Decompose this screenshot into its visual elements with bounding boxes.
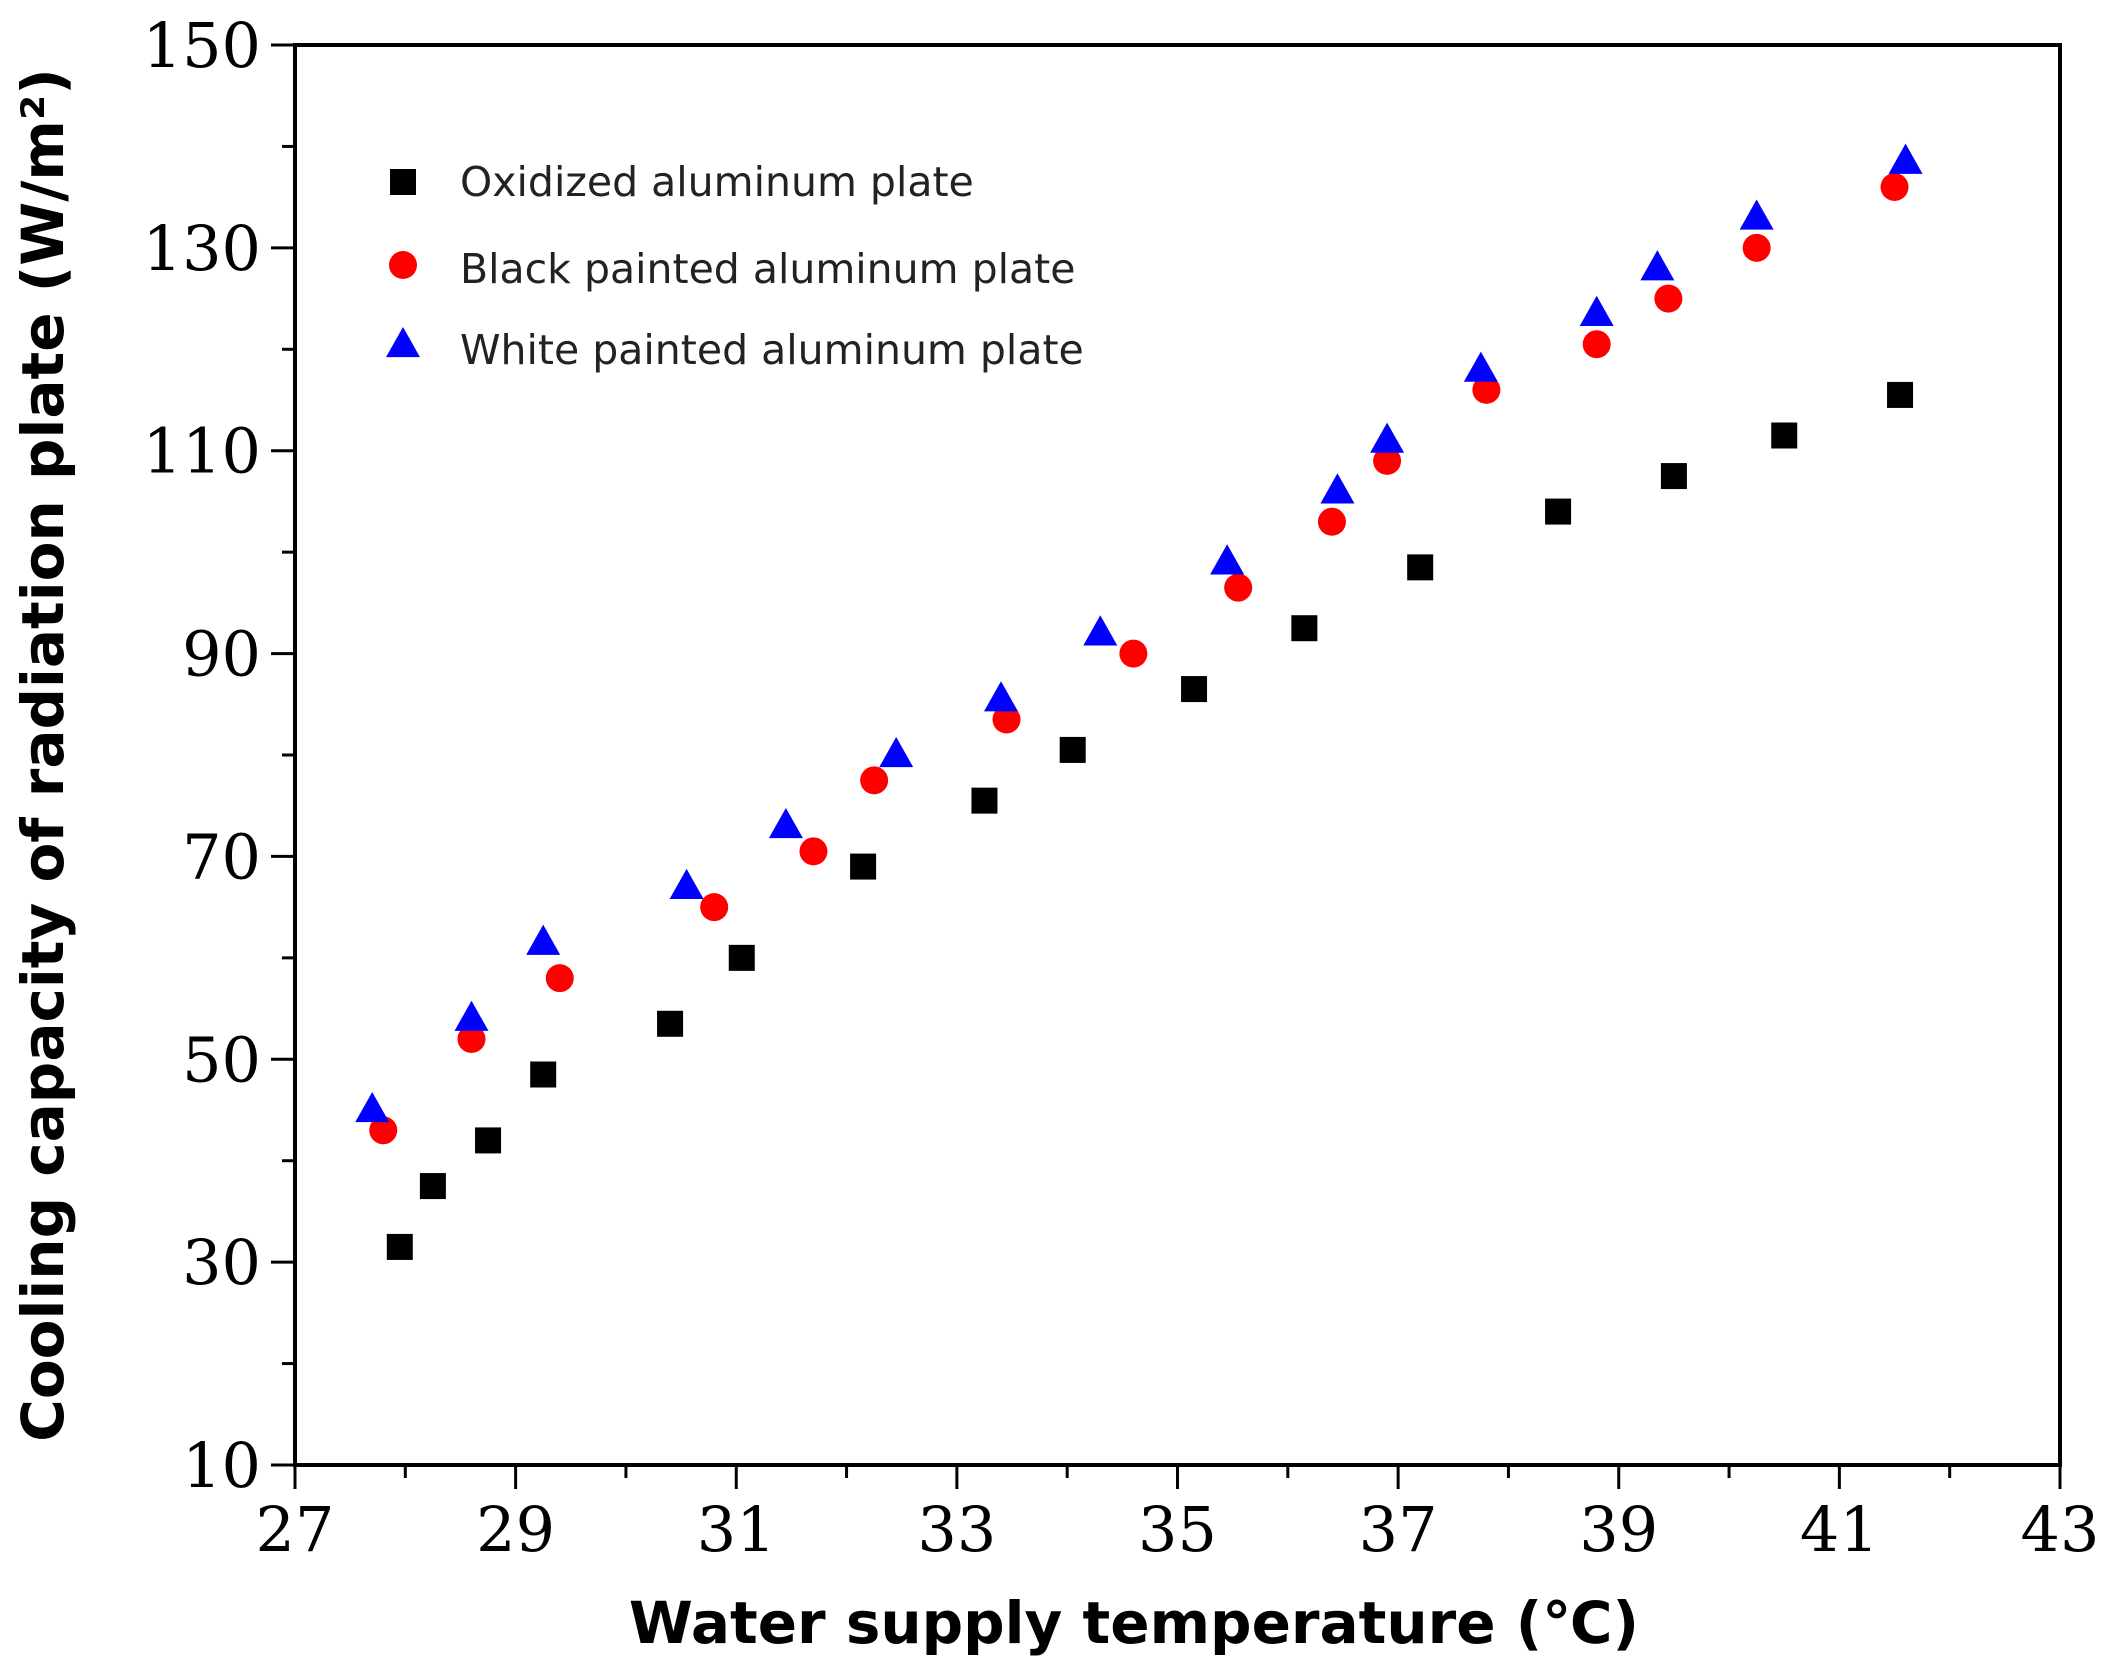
data-point-triangle: [1579, 295, 1614, 326]
data-point-circle: [545, 964, 574, 993]
y-tick-label: 130: [143, 212, 261, 285]
y-tick-label: 10: [182, 1429, 261, 1502]
data-point-square: [1660, 463, 1687, 490]
data-point-square: [728, 944, 755, 971]
data-point-triangle: [879, 737, 914, 768]
x-tick-label: 29: [476, 1493, 555, 1566]
data-point-square: [1545, 498, 1572, 525]
x-tick-label: 43: [2021, 1493, 2100, 1566]
data-point-circle: [1373, 446, 1402, 475]
x-axis-ticks: 27 29 31 33 35 37 39 41 43: [256, 1465, 2100, 1566]
legend-marker-square: [390, 169, 416, 195]
data-point-circle: [1742, 233, 1771, 262]
y-axis-ticks: 10 30 50 70 90 110 130 150: [143, 9, 295, 1502]
legend-label: Black painted aluminum plate: [460, 245, 1075, 293]
legend-label: Oxidized aluminum plate: [460, 158, 974, 206]
data-point-triangle: [1370, 422, 1405, 453]
data-point-triangle: [454, 1000, 489, 1031]
data-point-square: [657, 1010, 684, 1037]
data-point-triangle: [1888, 143, 1923, 174]
data-point-square: [1887, 381, 1914, 408]
data-point-circle: [457, 1025, 486, 1053]
data-point-circle: [1472, 375, 1501, 404]
legend: Oxidized aluminum plate Black painted alu…: [386, 158, 1084, 374]
data-point-square: [1181, 676, 1208, 703]
data-point-triangle: [355, 1092, 390, 1123]
data-point-circle: [860, 766, 889, 795]
y-tick-label: 90: [182, 618, 261, 691]
x-tick-label: 35: [1138, 1493, 1217, 1566]
data-point-triangle: [669, 868, 704, 900]
data-point-circle: [992, 705, 1021, 734]
y-tick-label: 30: [182, 1226, 261, 1299]
data-point-square: [530, 1061, 557, 1088]
data-point-square: [1407, 554, 1434, 581]
data-point-circle: [1582, 330, 1611, 359]
data-point-circle: [1654, 284, 1683, 313]
legend-marker-circle: [389, 251, 417, 279]
data-point-triangle: [1463, 351, 1498, 382]
data-point-triangle: [768, 808, 803, 839]
data-point-square: [850, 853, 877, 880]
data-point-square: [1771, 422, 1798, 449]
data-series: [355, 143, 1923, 1260]
data-point-circle: [1224, 573, 1253, 602]
x-tick-label: 33: [917, 1493, 996, 1566]
legend-marker-triangle: [386, 327, 420, 358]
x-tick-label: 39: [1579, 1493, 1658, 1566]
y-tick-label: 110: [143, 415, 261, 488]
data-point-circle: [700, 893, 729, 922]
data-point-triangle: [1320, 473, 1355, 504]
data-point-circle: [799, 837, 828, 866]
series-triangle: [355, 143, 1923, 1123]
data-point-triangle: [1739, 199, 1774, 230]
data-point-square: [1291, 615, 1318, 642]
data-point-triangle: [984, 681, 1018, 712]
x-tick-label: 41: [1800, 1493, 1879, 1566]
y-tick-label: 150: [143, 9, 261, 82]
x-tick-label: 37: [1359, 1493, 1438, 1566]
data-point-square: [1059, 736, 1086, 763]
data-point-triangle: [1083, 615, 1118, 646]
y-tick-label: 50: [182, 1023, 261, 1096]
x-axis-title: Water supply temperature (℃): [629, 1589, 1639, 1657]
data-point-square: [386, 1233, 413, 1260]
x-tick-label: 31: [697, 1493, 776, 1566]
data-point-circle: [369, 1116, 398, 1145]
data-point-square: [419, 1173, 446, 1200]
data-point-triangle: [1210, 544, 1245, 575]
legend-label: White painted aluminum plate: [460, 326, 1084, 374]
data-point-triangle: [1640, 250, 1675, 281]
x-tick-label: 27: [256, 1493, 335, 1566]
data-point-circle: [1880, 173, 1909, 201]
data-point-triangle: [526, 924, 561, 955]
series-square: [386, 381, 1914, 1260]
series-circle: [369, 173, 1909, 1145]
data-point-circle: [1317, 507, 1346, 536]
data-point-circle: [1119, 639, 1148, 668]
y-axis-title: Cooling capacity of radiation plate (W/m…: [9, 68, 77, 1441]
data-point-square: [475, 1127, 502, 1154]
data-point-square: [971, 787, 998, 814]
y-tick-label: 70: [182, 820, 261, 893]
